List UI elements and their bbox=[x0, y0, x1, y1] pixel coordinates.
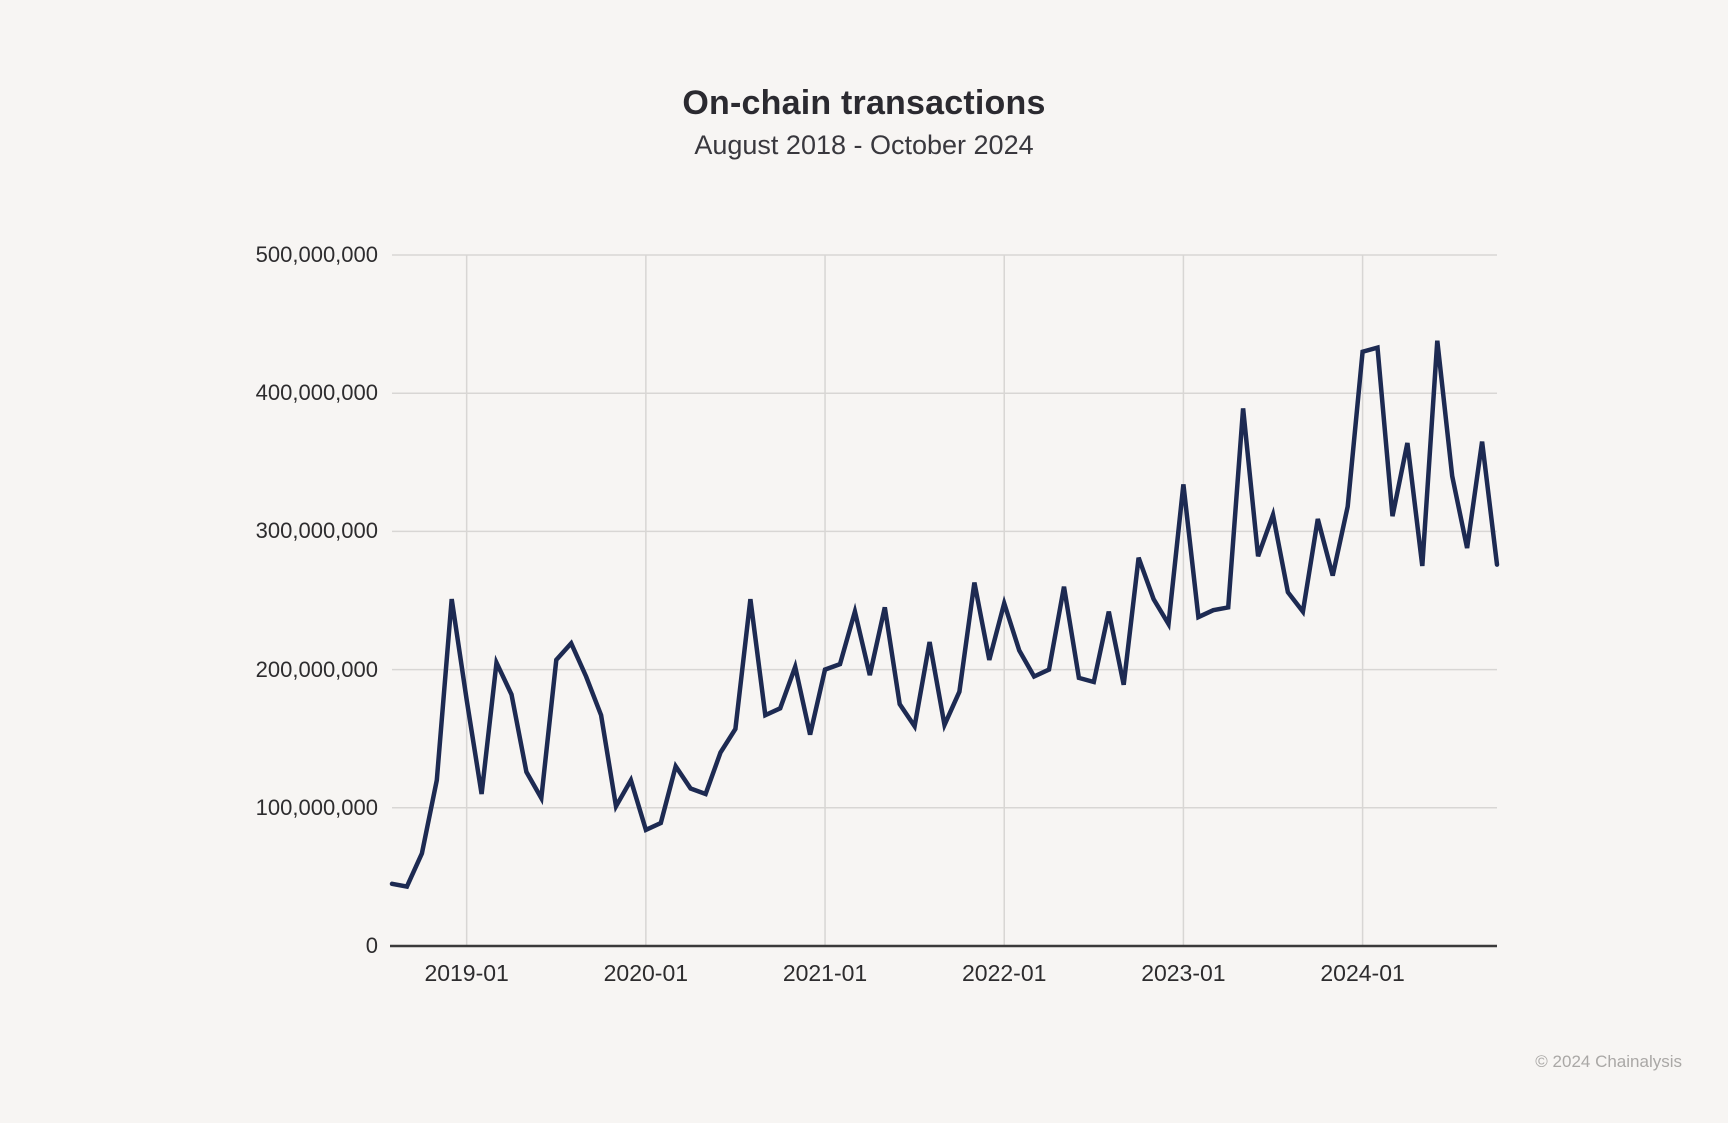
y-tick-label: 200,000,000 bbox=[255, 656, 378, 682]
y-tick-label: 500,000,000 bbox=[255, 242, 378, 267]
copyright-notice: © 2024 Chainalysis bbox=[1535, 1052, 1682, 1071]
x-tick-label: 2022-01 bbox=[962, 960, 1047, 986]
x-tick-label: 2021-01 bbox=[782, 960, 868, 986]
y-tick-label: 100,000,000 bbox=[255, 794, 378, 820]
y-tick-label: 300,000,000 bbox=[255, 518, 378, 544]
chart-title: On-chain transactions bbox=[682, 84, 1046, 122]
transactions-line-series bbox=[389, 340, 1500, 890]
y-tick-label: 0 bbox=[365, 933, 378, 958]
chart-subtitle: August 2018 - October 2024 bbox=[694, 130, 1034, 160]
y-tick-label: 400,000,000 bbox=[255, 380, 378, 406]
x-tick-label: 2024-01 bbox=[1320, 960, 1405, 986]
x-tick-label: 2023-01 bbox=[1141, 960, 1226, 986]
x-tick-label: 2020-01 bbox=[603, 960, 689, 986]
x-tick-label: 2019-01 bbox=[424, 960, 509, 986]
